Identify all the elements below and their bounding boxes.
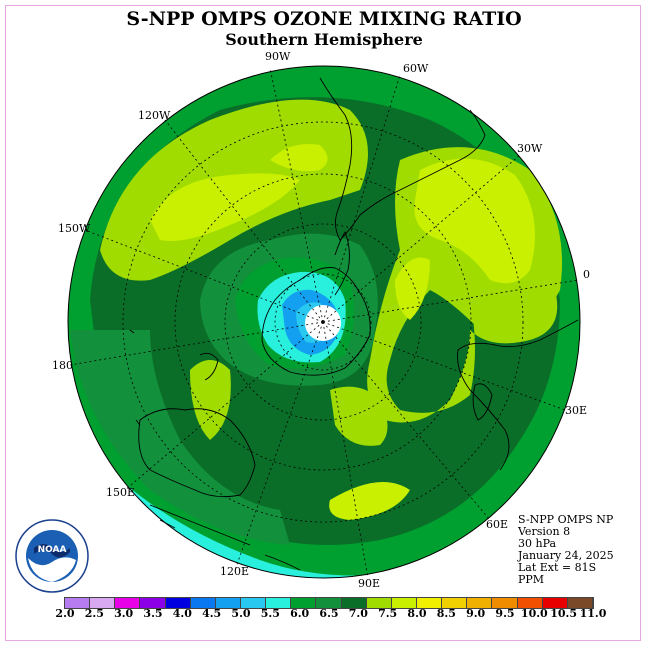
lon-label-60w: 60W xyxy=(403,62,429,75)
map-boundary xyxy=(67,65,581,579)
colorbar xyxy=(64,597,594,609)
info-block: S-NPP OMPS NP Version 8 30 hPa January 2… xyxy=(518,514,614,586)
colorbar-swatch xyxy=(467,598,493,608)
colorbar-swatch xyxy=(366,598,392,608)
colorbar-tick-label: 5.5 xyxy=(260,607,280,620)
coast-antarctica xyxy=(261,267,371,376)
colorbar-tick-label: 11.0 xyxy=(579,607,607,620)
lon-label-90w: 90W xyxy=(265,50,291,63)
contour-7-5-east xyxy=(414,158,535,284)
colorbar-tick-label: 7.5 xyxy=(378,607,398,620)
colorbar-tick-label: 9.5 xyxy=(495,607,515,620)
colorbar-swatch xyxy=(140,598,166,608)
contour-7-0-west xyxy=(190,360,231,440)
colorbar-swatch xyxy=(115,598,141,608)
contour-7-0-south xyxy=(330,386,388,446)
noaa-logo-text: NOAA xyxy=(38,545,67,555)
colorbar-swatch xyxy=(90,598,116,608)
coast-madagascar xyxy=(472,383,493,421)
colorbar-swatch xyxy=(291,598,317,608)
info-instrument: S-NPP OMPS NP xyxy=(518,513,614,526)
coast-new-zealand xyxy=(199,352,219,381)
colorbar-tick-label: 5.0 xyxy=(231,607,251,620)
colorbar-swatch xyxy=(190,598,216,608)
coast-indonesia xyxy=(149,504,301,571)
colorbar-tick-label: 4.5 xyxy=(202,607,222,620)
colorbar-tick-label: 7.0 xyxy=(348,607,368,620)
colorbar-tick-label: 2.5 xyxy=(84,607,104,620)
contour-7-5-nw xyxy=(150,173,300,241)
colorbar-swatch xyxy=(240,598,267,608)
colorbar-tick-label: 2.0 xyxy=(55,607,75,620)
latitude-circles xyxy=(122,121,524,523)
contour-7-5-nw2 xyxy=(270,144,328,172)
colorbar-tick-label: 8.5 xyxy=(436,607,456,620)
contour-7-5-east2 xyxy=(395,257,430,320)
lon-label-90e: 90E xyxy=(358,577,381,590)
map-title: S-NPP OMPS OZONE MIXING RATIO xyxy=(126,8,522,30)
coast-antarctic-peninsula xyxy=(334,230,350,296)
colorbar-swatch xyxy=(492,598,518,608)
colorbar-tick-label: 9.0 xyxy=(466,607,486,620)
colorbar-swatch xyxy=(165,598,191,608)
colorbar-tick-label: 10.0 xyxy=(520,607,548,620)
coast-islands xyxy=(129,329,141,426)
meridians xyxy=(69,67,579,579)
lon-label-180: 180 xyxy=(52,359,73,372)
info-version: Version 8 xyxy=(518,525,571,538)
lon-label-120w: 120W xyxy=(138,109,171,122)
colorbar-tick-label: 4.0 xyxy=(172,607,192,620)
colorbar-swatch xyxy=(341,598,367,608)
lon-label-30w: 30W xyxy=(517,142,543,155)
info-pressure: 30 hPa xyxy=(518,537,557,550)
coast-australia xyxy=(138,408,256,498)
colorbar-swatch xyxy=(442,598,468,608)
colorbar-tick-label: 3.5 xyxy=(143,607,163,620)
coast-south-america xyxy=(319,77,486,241)
colorbar-tick-label: 3.0 xyxy=(114,607,134,620)
noaa-logo: NOAA xyxy=(15,519,89,593)
colorbar-swatch xyxy=(517,598,543,608)
lon-label-60e: 60E xyxy=(486,518,509,531)
map-subtitle: Southern Hemisphere xyxy=(225,30,423,49)
colorbar-tick-label: 6.5 xyxy=(319,607,339,620)
coastlines xyxy=(129,77,579,571)
colorbar-swatch xyxy=(266,598,292,608)
colorbar-swatch xyxy=(542,598,568,608)
colorbar-swatch xyxy=(567,598,593,608)
info-date: January 24, 2025 xyxy=(518,549,614,562)
info-lat-ext: Lat Ext = 81S xyxy=(518,561,597,574)
colorbar-swatch xyxy=(65,598,91,608)
colorbar-swatch xyxy=(316,598,342,608)
contour-6-5-sw xyxy=(70,330,290,545)
colorbar-tick-label: 6.0 xyxy=(290,607,310,620)
contour-7-5-south xyxy=(329,482,410,520)
page-frame xyxy=(5,5,641,641)
lon-label-0: 0 xyxy=(583,268,590,281)
lon-label-150e: 150E xyxy=(106,486,136,499)
colorbar-tick-label: 8.0 xyxy=(407,607,427,620)
info-units: PPM xyxy=(518,573,545,586)
lon-label-30e: 30E xyxy=(565,404,588,417)
coast-africa xyxy=(457,319,579,471)
lon-label-120e: 120E xyxy=(220,565,250,578)
colorbar-tick-label: 10.5 xyxy=(550,607,578,620)
colorbar-swatch xyxy=(416,598,443,608)
lon-label-150w: 150W xyxy=(58,222,91,235)
colorbar-swatch xyxy=(391,598,417,608)
colorbar-swatch xyxy=(215,598,241,608)
